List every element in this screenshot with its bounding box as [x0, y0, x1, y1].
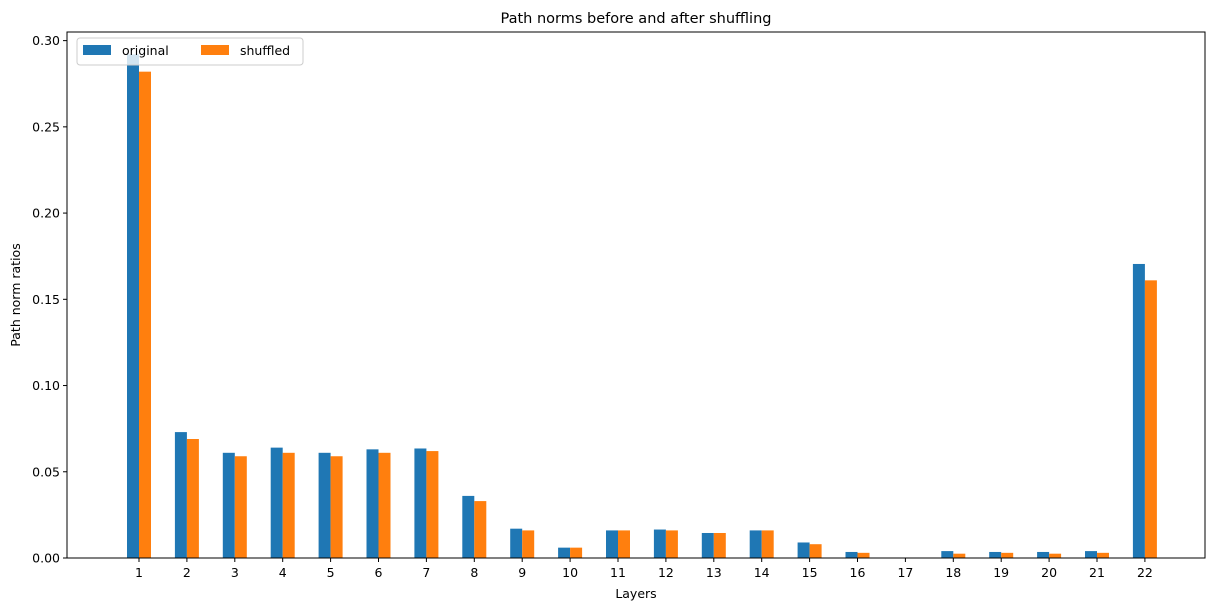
bar-original-16: [845, 551, 858, 558]
y-axis-label: Path norm ratios: [8, 243, 23, 346]
bar-original-20: [1037, 551, 1050, 558]
bar-shuffled-13: [713, 532, 726, 558]
bar-original-12: [653, 529, 666, 558]
bar-original-9: [510, 528, 523, 558]
x-tick-label: 6: [375, 565, 383, 580]
bar-shuffled-12: [665, 530, 678, 558]
bar-original-21: [1085, 551, 1097, 558]
x-tick-label: 11: [610, 565, 626, 580]
bar-shuffled-21: [1097, 552, 1109, 558]
x-tick-label: 5: [327, 565, 335, 580]
y-axis: 0.00 0.05 0.10 0.15 0.20 0.25 0.30: [32, 33, 67, 566]
x-tick-label: 9: [518, 565, 526, 580]
bar-original-5: [318, 452, 331, 558]
bar-shuffled-16: [857, 552, 870, 558]
x-tick-label: 7: [422, 565, 430, 580]
bar-original-6: [366, 449, 379, 558]
legend-swatch-original: [83, 45, 111, 55]
plot-frame: [66, 31, 1206, 559]
bar-shuffled-6: [378, 452, 391, 558]
bar-original-10: [558, 547, 571, 558]
bar-shuffled-4: [282, 452, 295, 558]
y-tick-label: 0.20: [32, 206, 60, 221]
bar-original-4: [270, 447, 283, 558]
y-tick-label: 0.10: [32, 378, 60, 393]
x-tick-label: 15: [802, 565, 818, 580]
bar-shuffled-9: [522, 530, 535, 558]
x-tick-label: 1: [135, 565, 143, 580]
bar-original-19: [989, 551, 1002, 558]
legend: original shuffled: [76, 37, 304, 66]
x-tick-label: 22: [1137, 565, 1153, 580]
bar-original-22: [1132, 263, 1145, 558]
bar-shuffled-10: [570, 547, 583, 558]
x-tick-label: 12: [658, 565, 674, 580]
bar-shuffled-8: [474, 501, 487, 558]
bar-original-3: [222, 452, 235, 558]
x-tick-label: 21: [1089, 565, 1105, 580]
bar-shuffled-5: [330, 456, 343, 558]
legend-swatch-shuffled: [201, 45, 229, 55]
x-axis-label: Layers: [615, 586, 656, 601]
x-tick-label: 4: [279, 565, 287, 580]
bar-original-1: [127, 54, 139, 559]
bar-shuffled-15: [809, 544, 822, 558]
bar-shuffled-20: [1049, 553, 1062, 558]
x-tick-label: 10: [562, 565, 578, 580]
bar-shuffled-7: [426, 451, 439, 558]
x-tick-label: 8: [470, 565, 478, 580]
bar-shuffled-1: [139, 71, 151, 559]
x-tick-label: 16: [850, 565, 866, 580]
x-tick-label: 3: [231, 565, 239, 580]
y-tick-label: 0.25: [32, 119, 60, 134]
y-tick-label: 0.15: [32, 292, 60, 307]
y-tick-label: 0.00: [32, 551, 60, 566]
x-tick-label: 17: [897, 565, 913, 580]
bar-original-2: [174, 432, 187, 558]
legend-label-original: original: [122, 43, 169, 58]
bar-shuffled-18: [953, 553, 966, 558]
bar-shuffled-14: [761, 530, 774, 558]
x-tick-label: 19: [993, 565, 1009, 580]
x-axis: 1 2 3 4 5 6 7 8 9 10 11 12 13 14 15 16 17 18 19 20 21 22: [135, 558, 1153, 580]
bar-shuffled-22: [1144, 280, 1157, 558]
legend-box: [76, 37, 304, 66]
bar-original-13: [701, 532, 714, 558]
bar-original-15: [797, 542, 810, 558]
bars-group: [127, 54, 1157, 559]
x-tick-label: 13: [706, 565, 722, 580]
x-tick-label: 20: [1041, 565, 1057, 580]
bar-original-8: [462, 495, 475, 558]
bar-shuffled-19: [1001, 552, 1014, 558]
x-tick-label: 2: [183, 565, 191, 580]
bar-original-7: [414, 448, 427, 558]
bar-original-18: [941, 551, 954, 558]
bar-original-11: [606, 530, 618, 558]
x-tick-label: 14: [754, 565, 770, 580]
legend-label-shuffled: shuffled: [240, 43, 290, 58]
chart-title: Path norms before and after shuffling: [501, 11, 772, 27]
y-tick-label: 0.30: [32, 33, 60, 48]
bar-original-14: [749, 530, 762, 558]
bar-shuffled-2: [186, 439, 199, 558]
bar-shuffled-11: [618, 530, 630, 558]
x-tick-label: 18: [945, 565, 961, 580]
bar-shuffled-3: [234, 456, 247, 558]
y-tick-label: 0.05: [32, 464, 60, 479]
